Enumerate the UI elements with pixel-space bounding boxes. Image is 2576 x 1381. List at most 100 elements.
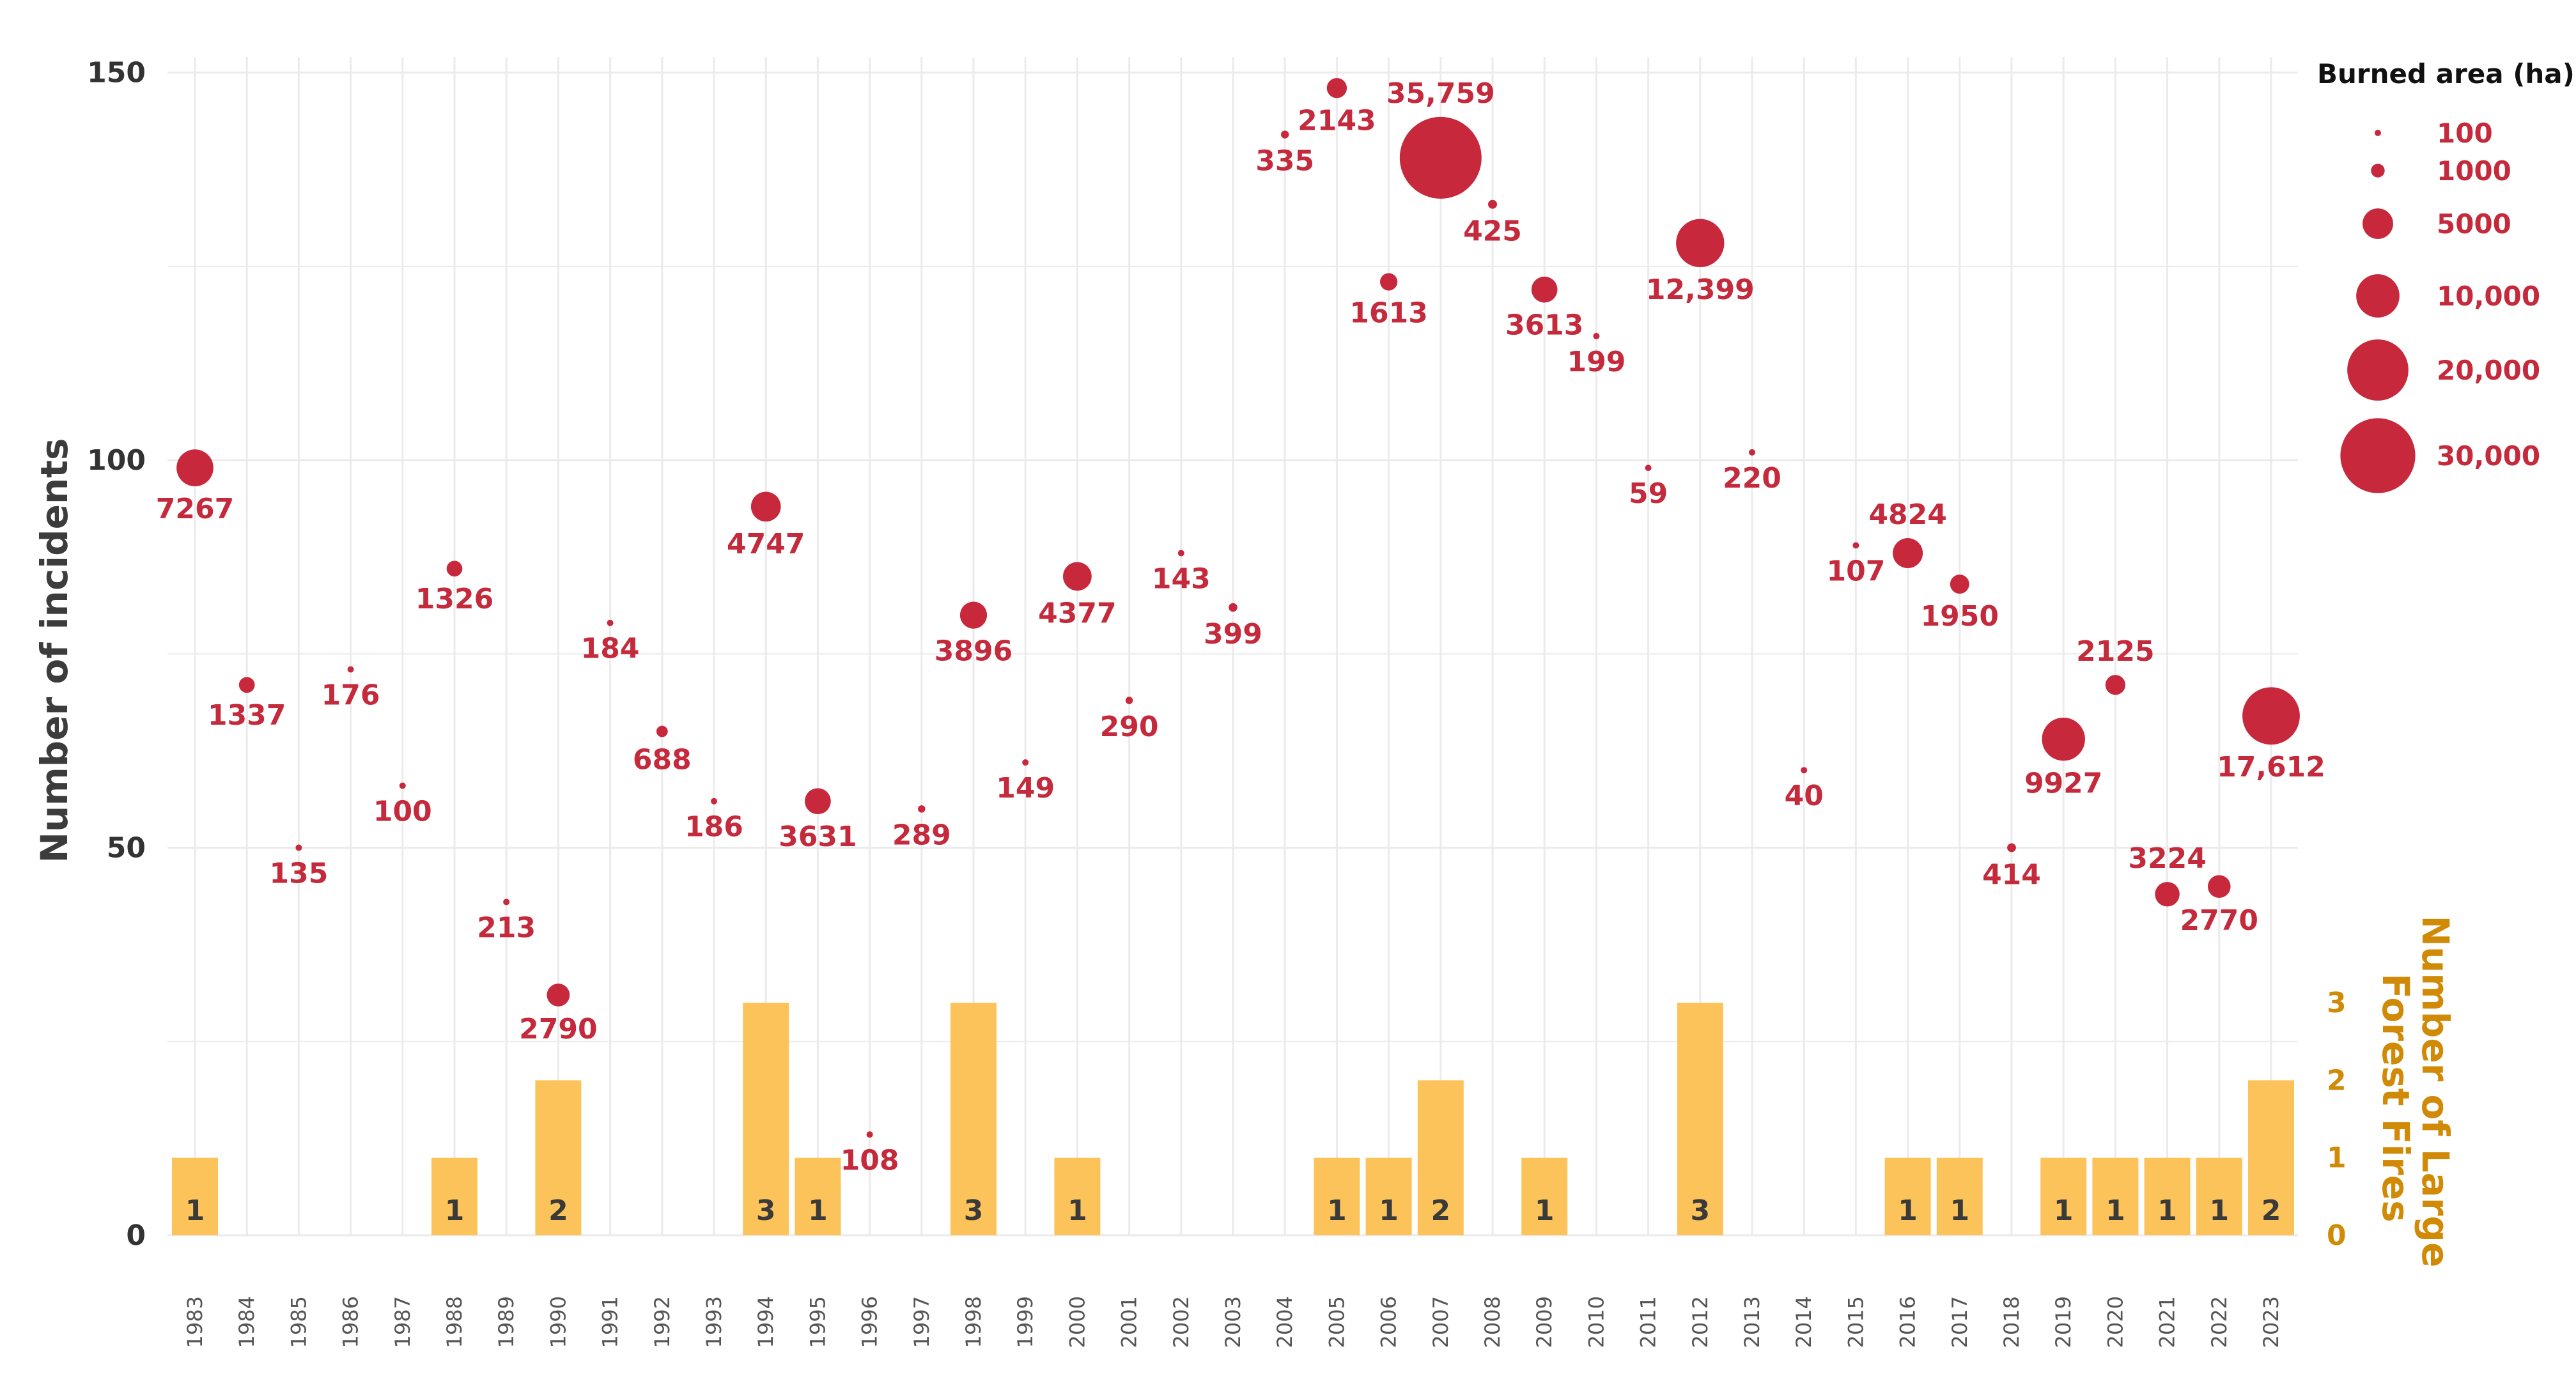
x-tick-label: 1985 [286, 1296, 311, 1348]
burned-area-label: 59 [1629, 477, 1668, 510]
secondary-y-axis-label-line1: Number of Large [2414, 916, 2457, 1268]
large-fires-bar [2144, 1157, 2191, 1235]
burned-area-label: 184 [581, 633, 640, 665]
burned-area-label: 199 [1567, 346, 1626, 378]
legend-bubble [2363, 208, 2393, 239]
large-fires-bar [2092, 1157, 2139, 1235]
burned-area-label: 135 [269, 858, 328, 890]
burned-area-label: 1613 [1349, 297, 1427, 330]
x-tick-label: 1992 [650, 1296, 674, 1348]
incident-bubble [238, 677, 255, 693]
x-tick-label: 1983 [183, 1296, 207, 1348]
y2-tick-label: 3 [2327, 987, 2347, 1019]
incident-bubble [750, 491, 781, 522]
incident-bubble [399, 782, 406, 789]
large-fires-bar [1314, 1157, 1360, 1235]
incident-bubble [1399, 116, 1482, 199]
burned-area-label: 12,399 [1646, 274, 1755, 306]
y2-tick-label: 0 [2327, 1219, 2347, 1252]
burned-area-label: 1337 [208, 699, 286, 732]
burned-area-label: 40 [1785, 780, 1824, 812]
large-fires-bar-label: 1 [1327, 1194, 1347, 1227]
x-tick-label: 2000 [1065, 1296, 1089, 1348]
large-fires-bar-label: 1 [445, 1194, 465, 1227]
incident-bubble [2242, 687, 2300, 745]
y-axis-label: Number of incidents [33, 438, 76, 863]
x-tick-label: 1989 [494, 1296, 518, 1348]
large-fires-bar [2248, 1080, 2294, 1235]
x-tick-label: 2022 [2207, 1296, 2231, 1348]
large-fires-bar [1365, 1157, 1412, 1235]
x-tick-label: 1997 [910, 1296, 934, 1348]
burned-area-label: 35,759 [1386, 77, 1495, 110]
incident-bubble [1676, 219, 1725, 268]
x-tick-label: 1995 [805, 1296, 830, 1348]
legend-bubble [2347, 339, 2409, 401]
burned-area-label: 414 [1982, 858, 2041, 891]
x-tick-label: 1999 [1013, 1296, 1037, 1348]
large-fires-bar [795, 1157, 841, 1235]
x-tick-label: 1993 [702, 1296, 726, 1348]
incident-bubble [1177, 550, 1184, 557]
large-fires-bar-label: 3 [964, 1194, 984, 1227]
legend-label: 1000 [2437, 155, 2511, 187]
burned-area-label: 100 [373, 795, 432, 828]
x-tick-label: 2009 [1532, 1296, 1556, 1348]
x-tick-label: 2012 [1688, 1296, 1712, 1348]
x-tick-label: 1994 [754, 1296, 778, 1348]
x-tick-label: 2023 [2259, 1296, 2283, 1348]
burned-area-label: 399 [1204, 618, 1262, 651]
burned-area-label: 3613 [1505, 309, 1583, 341]
y-tick-label: 150 [87, 57, 146, 89]
incident-bubble [2207, 875, 2231, 898]
incident-bubble [2155, 882, 2180, 907]
x-axis-ticks: 1983 1984 1985 1986 1987 1988 1989 1990 1991 1992… [183, 1296, 2283, 1348]
incident-bubble [1063, 562, 1092, 591]
large-fires-bar [743, 1003, 789, 1235]
burned-area-label: 2125 [2076, 635, 2154, 668]
large-fires-bar-label: 1 [2106, 1194, 2125, 1227]
secondary-y-axis-label-line2: Forest Fires [2374, 973, 2417, 1222]
large-fires-bar-label: 1 [1067, 1194, 1087, 1227]
burned-area-label: 143 [1152, 563, 1211, 596]
x-tick-label: 2020 [2103, 1296, 2127, 1348]
burned-area-label: 9927 [2024, 767, 2102, 799]
x-tick-label: 2021 [2155, 1296, 2180, 1348]
x-tick-label: 2004 [1273, 1296, 1297, 1348]
y2-tick-label: 1 [2327, 1142, 2347, 1175]
y-tick-label: 0 [126, 1219, 146, 1252]
y-tick-label: 100 [87, 444, 146, 477]
burned-area-label: 3224 [2128, 842, 2206, 875]
burned-area-label: 17,612 [2217, 751, 2325, 783]
incident-bubbles [176, 78, 2300, 1138]
burned-area-label: 425 [1463, 215, 1522, 248]
large-fires-bars [172, 1003, 2294, 1235]
incident-bubble [347, 666, 354, 673]
x-tick-label: 2010 [1584, 1296, 1608, 1348]
large-fires-bar-label: 3 [756, 1194, 776, 1227]
secondary-y-axis-ticks: 0 1 2 3 [2327, 987, 2347, 1252]
x-tick-label: 2008 [1480, 1296, 1505, 1348]
x-tick-label: 1986 [339, 1296, 363, 1348]
incident-bubble [1950, 575, 1969, 594]
burned-area-label: 2770 [2180, 904, 2258, 937]
legend-label: 20,000 [2437, 355, 2540, 386]
large-fires-bar [1936, 1157, 1983, 1235]
incident-bubble [805, 788, 831, 815]
x-tick-label: 2002 [1169, 1296, 1193, 1348]
incident-bubble [1748, 449, 1756, 456]
incident-bubble [1801, 767, 1808, 774]
burned-area-label: 1950 [1921, 600, 1999, 633]
incident-bubble [295, 844, 302, 851]
y2-tick-label: 2 [2327, 1064, 2347, 1097]
large-fires-bar [1677, 1003, 1723, 1235]
burned-area-label: 4377 [1038, 597, 1116, 629]
large-fires-bar-label: 1 [808, 1194, 828, 1227]
burned-area-label: 4824 [1868, 498, 1946, 531]
incident-bubble [711, 798, 717, 805]
large-fires-bar [950, 1003, 997, 1235]
burned-area-label: 220 [1723, 462, 1781, 495]
incident-bubble [1125, 697, 1133, 704]
